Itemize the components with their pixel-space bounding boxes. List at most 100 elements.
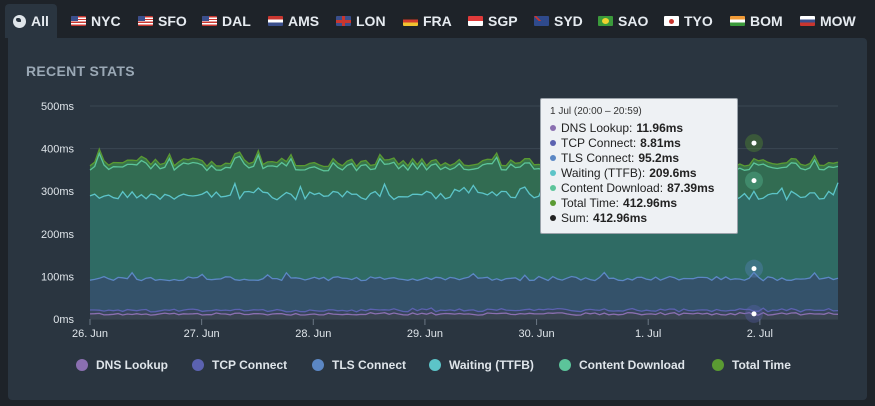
tooltip-label: TCP Connect:: [561, 135, 637, 150]
hover-point: [751, 266, 757, 272]
tab-label: SAO: [618, 13, 649, 29]
tooltip-row: TCP Connect: 8.81ms: [550, 135, 728, 150]
ru-flag-icon: [800, 16, 815, 26]
chart-tooltip: 1 Jul (20:00 – 20:59) DNS Lookup: 11.96ms…: [540, 98, 738, 234]
x-tick-label: 27. Jun: [184, 328, 220, 340]
legend-label: DNS Lookup: [96, 358, 168, 372]
us-flag-icon: [71, 16, 86, 26]
tab-label: FRA: [423, 13, 452, 29]
tooltip-label: Content Download:: [561, 180, 664, 195]
legend-dot-icon: [429, 359, 441, 371]
au-flag-icon: [534, 16, 549, 26]
y-tick-label: 300ms: [41, 186, 75, 198]
tab-label: TYO: [684, 13, 713, 29]
tab-label: LON: [356, 13, 386, 29]
tab-label: DAL: [222, 13, 251, 29]
series-line-dns-lookup: [89, 311, 839, 316]
br-flag-icon: [598, 16, 613, 26]
tooltip-value: 87.39ms: [667, 180, 715, 195]
tab-sgp[interactable]: SGP: [460, 4, 522, 38]
tooltip-label: DNS Lookup:: [561, 120, 633, 135]
tab-tyo[interactable]: TYO: [656, 4, 720, 38]
tab-dal[interactable]: DAL: [194, 4, 256, 38]
tab-nyc[interactable]: NYC: [63, 4, 127, 38]
tab-ams[interactable]: AMS: [260, 4, 324, 38]
tooltip-row: Sum: 412.96ms: [550, 210, 728, 225]
tooltip-row: TLS Connect: 95.2ms: [550, 150, 728, 165]
globe-icon: [13, 14, 26, 28]
tooltip-value: 209.6ms: [649, 165, 697, 180]
legend-item-waiting-ttfb[interactable]: Waiting (TTFB): [429, 358, 534, 372]
tab-bom[interactable]: BOM: [722, 4, 788, 38]
series-dot-icon: [550, 169, 556, 176]
legend-label: TLS Connect: [332, 358, 406, 372]
hover-point: [751, 311, 757, 317]
y-tick-label: 0ms: [53, 314, 74, 326]
tooltip-row: DNS Lookup: 11.96ms: [550, 120, 728, 135]
tab-label: MOW: [820, 13, 856, 29]
legend-label: Waiting (TTFB): [449, 358, 534, 372]
tab-syd[interactable]: SYD: [526, 4, 590, 38]
tooltip-header: 1 Jul (20:00 – 20:59): [550, 106, 642, 117]
us-flag-icon: [202, 16, 217, 26]
de-flag-icon: [403, 16, 418, 26]
legend-item-total-time[interactable]: Total Time: [712, 358, 791, 372]
tooltip-row: Content Download: 87.39ms: [550, 180, 728, 195]
tab-lon[interactable]: LON: [328, 4, 390, 38]
x-axis-ticks: 26. Jun 27. Jun 28. Jun 29. Jun 30. Jun 1. Ju…: [72, 319, 773, 340]
tab-label: SGP: [488, 13, 518, 29]
legend-dot-icon: [76, 359, 88, 371]
hover-point: [751, 178, 757, 184]
y-tick-label: 400ms: [41, 144, 75, 156]
nl-flag-icon: [268, 16, 283, 26]
jp-flag-icon: [664, 16, 679, 26]
y-axis-ticks: 0ms 100ms 200ms 300ms 400ms 500ms: [41, 101, 75, 326]
tab-label: AMS: [288, 13, 320, 29]
legend-item-tcp-connect[interactable]: TCP Connect: [192, 358, 287, 372]
tab-label: NYC: [91, 13, 121, 29]
series-dot-icon: [550, 199, 556, 206]
tab-all[interactable]: All: [5, 4, 57, 38]
tooltip-value: 8.81ms: [640, 135, 681, 150]
tab-sfo[interactable]: SFO: [130, 4, 192, 38]
y-tick-label: 100ms: [41, 271, 75, 283]
section-title: RECENT STATS: [26, 63, 135, 79]
hover-point: [751, 140, 757, 146]
series-dot-icon: [550, 139, 556, 146]
tab-label: All: [31, 13, 49, 29]
x-tick-label: 26. Jun: [72, 328, 108, 340]
tooltip-value: 11.96ms: [636, 120, 684, 135]
series-area-tls-connect: [90, 272, 838, 319]
tooltip-row: Total Time: 412.96ms: [550, 195, 728, 210]
legend-label: Total Time: [732, 358, 791, 372]
legend-item-dns-lookup[interactable]: DNS Lookup: [76, 358, 168, 372]
tooltip-value: 412.96ms: [623, 195, 678, 210]
tooltip-label: TLS Connect:: [561, 150, 635, 165]
y-tick-label: 200ms: [41, 229, 75, 241]
x-tick-label: 29. Jun: [407, 328, 443, 340]
tab-label: SFO: [158, 13, 187, 29]
tooltip-row: Waiting (TTFB): 209.6ms: [550, 165, 728, 180]
series-line-tls-connect: [89, 271, 839, 282]
x-tick-label: 30. Jun: [519, 328, 555, 340]
legend-label: Content Download: [579, 358, 685, 372]
series-dot-icon: [550, 184, 556, 191]
location-tabs: All NYC SFO DAL AMS LON FRA SGP SYD SAO …: [0, 0, 875, 38]
tab-mow[interactable]: MOW: [792, 4, 862, 38]
sg-flag-icon: [468, 16, 483, 26]
tab-label: BOM: [750, 13, 783, 29]
series-dot-icon: [550, 124, 556, 131]
tab-sao[interactable]: SAO: [590, 4, 654, 38]
tooltip-label: Total Time:: [561, 195, 620, 210]
tab-label: SYD: [554, 13, 583, 29]
hover-markers: [745, 134, 763, 323]
x-tick-label: 2. Jul: [747, 328, 773, 340]
legend-dot-icon: [559, 359, 571, 371]
legend-item-content-download[interactable]: Content Download: [559, 358, 685, 372]
series-dot-icon: [550, 154, 556, 161]
tab-fra[interactable]: FRA: [395, 4, 457, 38]
tooltip-value: 412.96ms: [593, 210, 648, 225]
legend-item-tls-connect[interactable]: TLS Connect: [312, 358, 406, 372]
x-tick-label: 28. Jun: [295, 328, 331, 340]
